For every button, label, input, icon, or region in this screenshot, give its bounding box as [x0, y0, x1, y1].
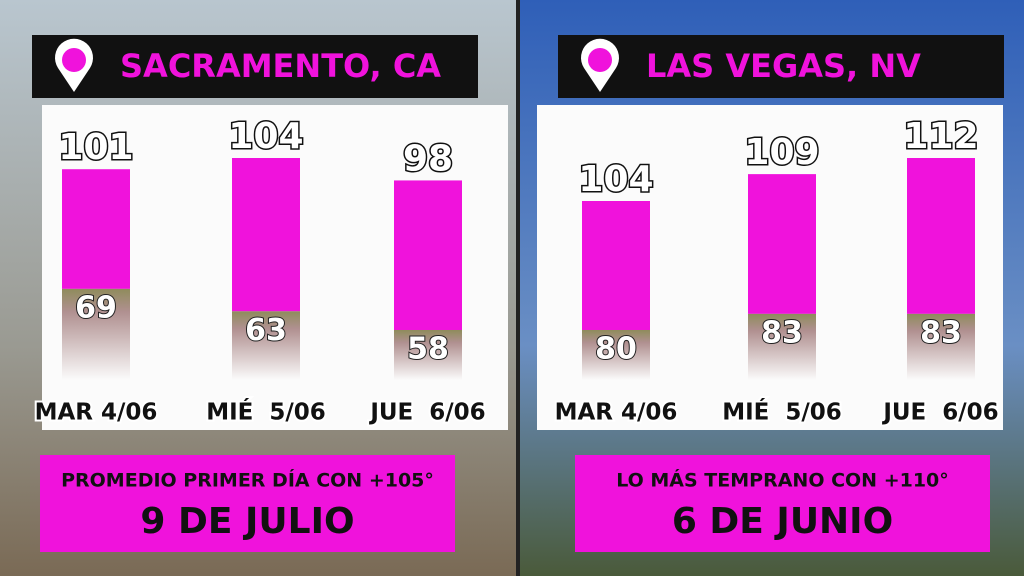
- pin-dot: [588, 48, 612, 72]
- high-label: 112: [903, 116, 978, 157]
- low-bar: [748, 313, 816, 380]
- x-tick-label: JUE 6/06: [881, 400, 998, 426]
- low-label: 69: [75, 290, 117, 325]
- low-bar: [62, 288, 130, 380]
- low-label: 83: [761, 315, 803, 350]
- x-tick-label: MIÉ 5/06: [206, 398, 326, 426]
- low-bar: [907, 313, 975, 380]
- divider: [516, 0, 520, 576]
- low-bar: [394, 330, 462, 380]
- x-tick-label: MAR 4/06: [555, 400, 678, 426]
- low-label: 80: [595, 332, 637, 367]
- high-bar: [62, 169, 130, 289]
- high-label: 98: [403, 138, 453, 179]
- note-box: [575, 455, 990, 552]
- high-label: 101: [58, 127, 133, 168]
- high-bar: [907, 158, 975, 314]
- high-label: 109: [744, 132, 819, 173]
- pin-dot: [62, 48, 86, 72]
- x-tick-label: MAR 4/06: [35, 400, 158, 426]
- x-tick-label: MIÉ 5/06: [722, 398, 842, 426]
- low-bar: [582, 330, 650, 380]
- note-value: 6 DE JUNIO: [672, 501, 893, 542]
- low-label: 63: [245, 313, 287, 348]
- note-value: 9 DE JULIO: [140, 501, 354, 542]
- low-bar: [232, 311, 300, 380]
- note-text: PROMEDIO PRIMER DÍA CON +105°: [61, 469, 434, 492]
- low-label: 83: [920, 315, 962, 350]
- high-bar: [748, 174, 816, 314]
- low-label: 58: [407, 332, 449, 367]
- note-text: LO MÁS TEMPRANO CON +110°: [616, 469, 949, 492]
- title-bar: [32, 35, 478, 98]
- chart-title: LAS VEGAS, NV: [646, 47, 921, 85]
- chart-title: SACRAMENTO, CA: [120, 47, 441, 85]
- title-bar: [558, 35, 1004, 98]
- high-bar: [582, 201, 650, 330]
- high-label: 104: [578, 159, 653, 200]
- x-tick-label: JUE 6/06: [368, 400, 485, 426]
- high-bar: [232, 158, 300, 312]
- note-box: [40, 455, 455, 552]
- high-bar: [394, 180, 462, 330]
- high-label: 104: [228, 116, 303, 157]
